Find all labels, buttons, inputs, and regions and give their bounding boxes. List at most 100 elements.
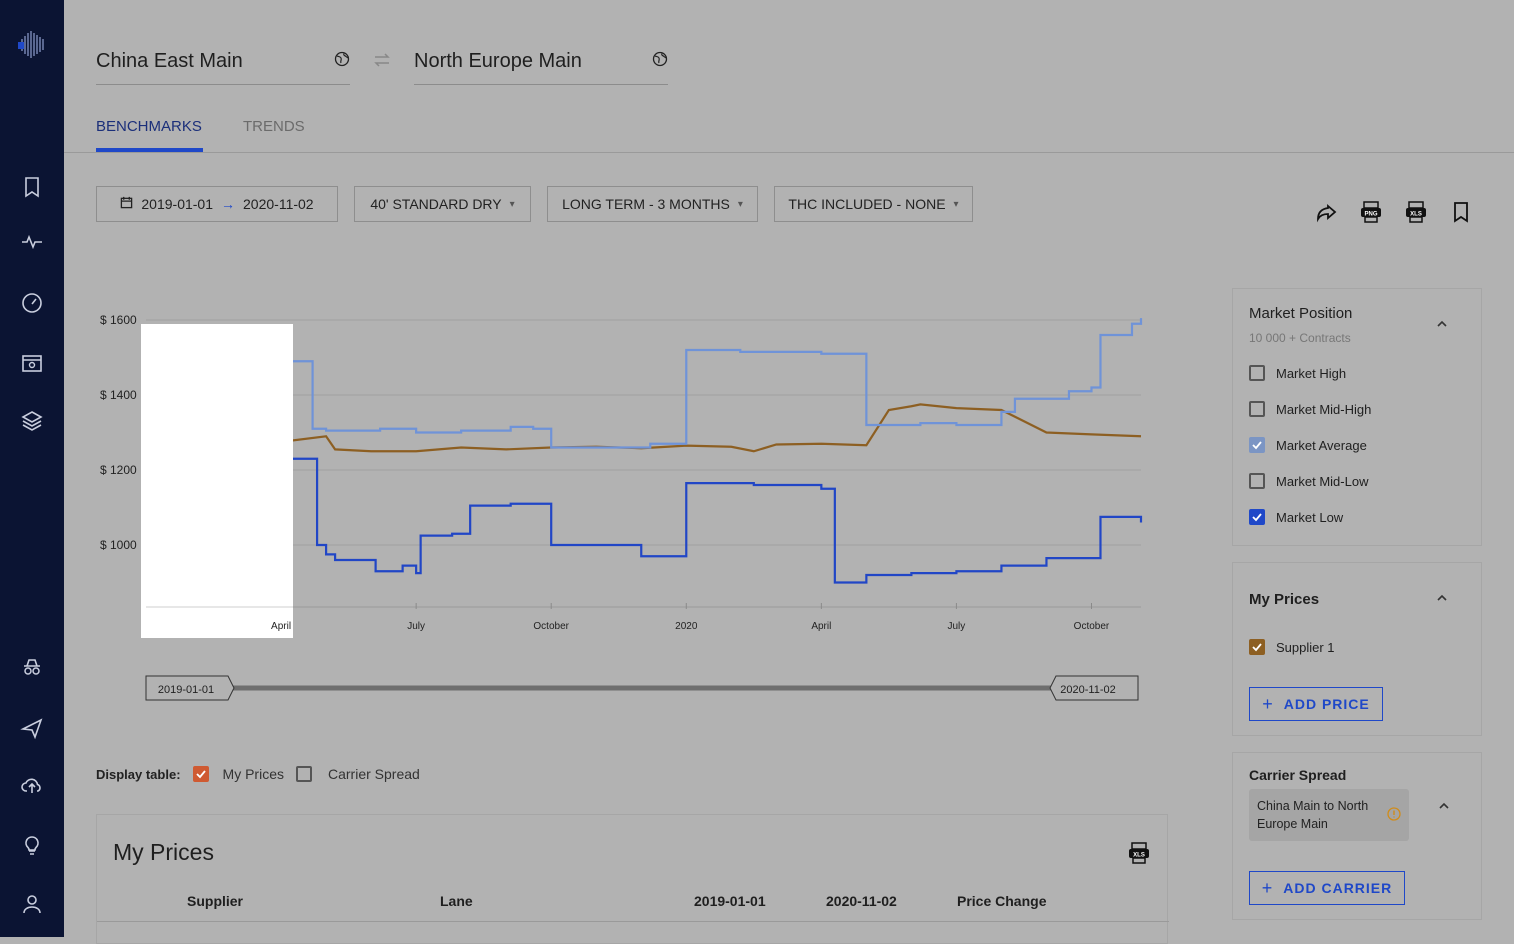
market-position-subtitle: 10 000 + Contracts xyxy=(1249,331,1351,345)
carrier-spread-table-checkbox[interactable] xyxy=(295,766,312,782)
add-price-label: ADD PRICE xyxy=(1283,696,1370,712)
destination-selector[interactable]: North Europe Main xyxy=(414,44,668,85)
money-nav-icon[interactable] xyxy=(20,351,44,375)
hover-highlight xyxy=(141,324,293,638)
thc-value: THC INCLUDED - NONE xyxy=(788,196,946,212)
series-market-low-line xyxy=(146,452,1143,584)
column-header-lane[interactable]: Lane xyxy=(440,893,473,909)
column-header-price-change[interactable]: Price Change xyxy=(957,893,1047,909)
y-tick-label: $ 1000 xyxy=(100,538,137,552)
svg-text:PNG: PNG xyxy=(1364,212,1377,218)
my-prices-table-title: My Prices xyxy=(113,839,214,865)
warning-icon[interactable] xyxy=(1387,807,1401,821)
supplier-1-checkbox[interactable] xyxy=(1249,639,1265,655)
active-tab-indicator xyxy=(96,148,203,152)
chevron-down-icon: ▾ xyxy=(509,198,515,210)
thc-dropdown[interactable]: THC INCLUDED - NONE ▾ xyxy=(774,186,973,222)
globe-icon[interactable] xyxy=(652,50,668,67)
bookmark-nav-icon[interactable] xyxy=(20,175,44,199)
add-carrier-label: ADD CARRIER xyxy=(1283,880,1393,896)
market-low-checkbox[interactable] xyxy=(1249,509,1265,525)
bookmark-icon[interactable] xyxy=(1449,200,1473,224)
carrier-spread-chip[interactable]: China Main to North Europe Main xyxy=(1249,789,1409,841)
x-tick-label: April xyxy=(811,621,831,632)
market-high-option[interactable]: Market High xyxy=(1249,365,1346,381)
column-header-start-date[interactable]: 2019-01-01 xyxy=(694,893,766,909)
xls-export-icon[interactable]: XLS xyxy=(1404,200,1428,224)
my-prices-panel: My Prices Supplier 1 + ADD PRICE xyxy=(1232,562,1482,736)
xls-export-icon[interactable]: XLS xyxy=(1127,841,1151,865)
market-high-label: Market High xyxy=(1276,365,1347,381)
chevron-up-icon[interactable] xyxy=(1435,591,1449,605)
carrier-spread-chip-label: China Main to North Europe Main xyxy=(1257,799,1369,831)
y-tick-label: $ 1600 xyxy=(100,313,137,327)
column-header-end-date[interactable]: 2020-11-02 xyxy=(826,893,897,909)
share-icon[interactable] xyxy=(1314,200,1338,224)
origin-selector[interactable]: China East Main xyxy=(96,44,350,85)
market-low-label: Market Low xyxy=(1276,509,1344,525)
cloud-upload-nav-icon[interactable] xyxy=(20,773,44,797)
supplier-1-label: Supplier 1 xyxy=(1276,639,1335,655)
globe-icon[interactable] xyxy=(334,50,350,67)
add-price-button[interactable]: + ADD PRICE xyxy=(1249,687,1383,721)
market-mid-high-checkbox[interactable] xyxy=(1249,401,1265,417)
chevron-down-icon: ▾ xyxy=(953,198,959,210)
swap-route-icon[interactable] xyxy=(372,50,392,70)
lightbulb-nav-icon[interactable] xyxy=(20,834,44,858)
pulse-nav-icon[interactable] xyxy=(20,230,44,254)
chart-svg: $ 1600 $ 1400 $ 1200 $ 1000 April July October… xyxy=(100,313,1143,701)
chevron-down-icon: ▾ xyxy=(737,198,743,210)
carrier-spread-table-label: Carrier Spread xyxy=(327,766,420,782)
plane-nav-icon[interactable] xyxy=(20,716,44,740)
supplier-1-option[interactable]: Supplier 1 xyxy=(1249,639,1335,655)
my-prices-table-label: My Prices xyxy=(222,766,284,782)
date-end: 2020-11-02 xyxy=(243,196,314,212)
tab-benchmarks[interactable]: BENCHMARKS xyxy=(96,118,202,135)
market-mid-high-option[interactable]: Market Mid-High xyxy=(1249,401,1371,417)
term-value: LONG TERM - 3 MONTHS xyxy=(562,196,730,212)
column-header-supplier[interactable]: Supplier xyxy=(187,893,244,909)
market-mid-low-option[interactable]: Market Mid-Low xyxy=(1249,473,1368,489)
benchmark-chart: $ 1600 $ 1400 $ 1200 $ 1000 April July October… xyxy=(96,290,1156,710)
date-range-picker[interactable]: 2019-01-01 → 2020-11-02 xyxy=(96,186,338,222)
carrier-spread-panel: Carrier Spread China Main to North Europ… xyxy=(1232,752,1482,920)
spy-nav-icon[interactable] xyxy=(20,655,44,679)
speedometer-nav-icon[interactable] xyxy=(20,291,44,315)
y-tick-label: $ 1200 xyxy=(100,463,137,477)
series-market-average-line xyxy=(146,318,1143,449)
series-supplier-1-line xyxy=(145,403,1142,453)
date-start: 2019-01-01 xyxy=(141,196,214,212)
market-high-checkbox[interactable] xyxy=(1249,365,1265,381)
my-prices-table-checkbox[interactable] xyxy=(192,766,209,782)
market-low-option[interactable]: Market Low xyxy=(1249,509,1343,525)
x-tick-label: July xyxy=(948,621,966,632)
market-mid-high-label: Market Mid-High xyxy=(1276,401,1372,417)
range-slider-end-handle[interactable] xyxy=(1049,675,1139,701)
market-average-option[interactable]: Market Average xyxy=(1249,437,1367,453)
logo-icon[interactable] xyxy=(16,28,48,60)
x-tick-label: October xyxy=(533,621,569,632)
tab-trends[interactable]: TRENDS xyxy=(243,118,305,135)
layers-nav-icon[interactable] xyxy=(20,409,44,433)
arrow-right-icon: → xyxy=(221,196,236,212)
display-table-options: Display table: My Prices Carrier Spread xyxy=(96,766,420,782)
user-nav-icon[interactable] xyxy=(20,892,44,916)
x-tick-label: April xyxy=(271,621,291,632)
market-average-checkbox[interactable] xyxy=(1249,437,1265,453)
market-mid-low-checkbox[interactable] xyxy=(1249,473,1265,489)
tab-divider xyxy=(64,152,1514,153)
sidebar xyxy=(0,0,64,937)
term-dropdown[interactable]: LONG TERM - 3 MONTHS ▾ xyxy=(547,186,758,222)
calendar-icon xyxy=(120,196,133,212)
chevron-up-icon[interactable] xyxy=(1435,317,1449,331)
market-position-title: Market Position xyxy=(1249,305,1353,322)
container-type-dropdown[interactable]: 40' STANDARD DRY ▾ xyxy=(354,186,531,222)
add-carrier-button[interactable]: + ADD CARRIER xyxy=(1249,871,1405,905)
x-tick-label: October xyxy=(1074,621,1110,632)
png-export-icon[interactable]: PNG xyxy=(1359,200,1383,224)
svg-text:XLS: XLS xyxy=(1410,212,1422,218)
chevron-up-icon[interactable] xyxy=(1437,799,1451,813)
my-prices-table: My Prices XLS Supplier Lane 2019-01-01 2… xyxy=(96,814,1169,944)
range-slider-start-handle[interactable] xyxy=(145,675,235,701)
container-type-value: 40' STANDARD DRY xyxy=(370,196,502,212)
